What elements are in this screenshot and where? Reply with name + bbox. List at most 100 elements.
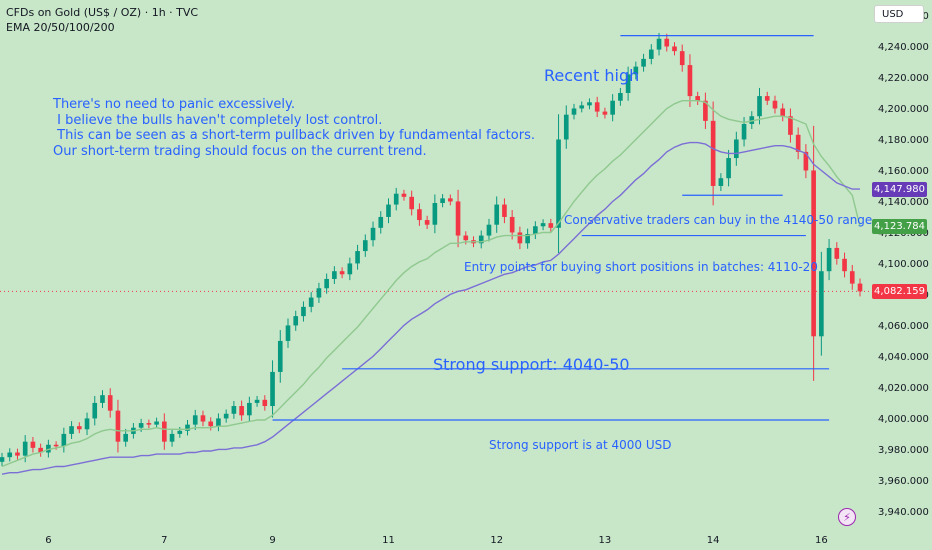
candle-body xyxy=(115,410,121,442)
candle-body xyxy=(138,423,144,428)
candle-body xyxy=(432,203,438,225)
currency-button[interactable]: USD xyxy=(874,5,924,23)
candle-body xyxy=(548,223,554,228)
candle-body xyxy=(53,444,59,447)
entry-label: Entry points for buying short positions … xyxy=(464,260,818,274)
candle-body xyxy=(780,108,786,117)
candle-body xyxy=(69,426,74,434)
candle-body xyxy=(262,399,268,407)
candle-body xyxy=(525,234,530,244)
price-tick-label: 4,020.000 xyxy=(878,383,929,394)
conservative-label: Conservative traders can buy in the 4140… xyxy=(564,213,877,227)
candle-body xyxy=(571,108,577,115)
time-tick-label: 12 xyxy=(490,535,503,546)
candle-body xyxy=(185,424,190,431)
candle-body xyxy=(231,406,237,414)
candle-body xyxy=(76,426,82,430)
candle-body xyxy=(15,452,20,456)
price-axis[interactable]: 4,260.0004,240.0004,220.0004,200.0004,18… xyxy=(878,11,929,518)
support-4000-label: Strong support is at 4000 USD xyxy=(489,438,672,452)
candle-body xyxy=(378,216,384,228)
candle-body xyxy=(146,423,152,425)
candle-body xyxy=(285,325,291,341)
candle-body xyxy=(764,96,770,101)
time-tick-label: 13 xyxy=(599,535,612,546)
candle-body xyxy=(648,49,654,59)
price-tick-label: 3,960.000 xyxy=(878,476,929,487)
candle-body xyxy=(463,235,469,241)
candle-body xyxy=(30,441,36,448)
commentary-line: This can be seen as a short-term pullbac… xyxy=(53,128,535,143)
candle-body xyxy=(301,306,306,317)
candle-body xyxy=(486,224,492,236)
time-tick-label: 16 xyxy=(815,535,828,546)
candle-body xyxy=(826,247,832,272)
candle-body xyxy=(316,288,322,298)
candle-body xyxy=(679,51,685,66)
candle-body xyxy=(239,406,244,416)
candle-body xyxy=(216,418,221,427)
candle-body xyxy=(107,395,113,411)
indicator-title: EMA 20/50/100/200 xyxy=(6,21,115,34)
candle-body xyxy=(409,196,414,210)
candle-body xyxy=(200,415,206,422)
time-tick-label: 7 xyxy=(161,535,167,546)
candle-body xyxy=(154,421,159,425)
candle-body xyxy=(672,46,677,52)
candle-body xyxy=(594,102,600,112)
candle-body xyxy=(502,204,507,217)
time-tick-label: 14 xyxy=(707,535,720,546)
time-tick-label: 11 xyxy=(382,535,395,546)
candle-body xyxy=(602,111,608,115)
candle-body xyxy=(556,139,561,228)
candle-body xyxy=(347,263,353,275)
candle-body xyxy=(169,433,175,442)
candle-body xyxy=(726,158,731,179)
candle-body xyxy=(587,102,592,106)
commentary-line: Our short-term trading should focus on t… xyxy=(53,143,427,159)
ema20-line xyxy=(1,99,861,468)
candle-body xyxy=(849,271,855,284)
candle-body xyxy=(834,247,840,259)
candle-body xyxy=(633,66,639,75)
candle-body xyxy=(803,151,809,171)
candle-body xyxy=(718,178,724,186)
commentary-block: There's no need to panic excessively. I … xyxy=(53,97,535,159)
candle-body xyxy=(819,271,824,337)
candle-body xyxy=(61,433,67,447)
candle-body xyxy=(100,395,105,403)
candle-body xyxy=(517,232,523,244)
candle-body xyxy=(811,170,816,337)
recent-high-label: Recent high xyxy=(544,66,640,85)
candle-body xyxy=(355,251,360,264)
candle-body xyxy=(857,283,863,292)
commentary-line: I believe the bulls haven't completely l… xyxy=(53,112,383,128)
price-tick-label: 4,160.000 xyxy=(878,166,929,177)
candle-body xyxy=(92,402,98,419)
candle-body xyxy=(509,216,515,233)
candle-body xyxy=(610,100,615,115)
candle-body xyxy=(22,441,28,456)
candle-body xyxy=(625,74,631,93)
candle-body xyxy=(788,116,793,135)
candle-body xyxy=(664,38,670,47)
candle-body xyxy=(177,430,183,434)
time-tick-label: 6 xyxy=(45,535,51,546)
lightning-icon[interactable]: ⚡ xyxy=(838,508,856,526)
candles-layer xyxy=(0,32,863,467)
candle-body xyxy=(533,226,538,235)
levels-layer xyxy=(272,35,830,421)
price-tick-label: 4,100.000 xyxy=(878,259,929,270)
price-tick-label: 4,000.000 xyxy=(878,414,929,425)
commentary-line: There's no need to panic excessively. xyxy=(53,97,296,112)
candle-body xyxy=(695,96,700,101)
candle-body xyxy=(339,271,345,275)
candle-body xyxy=(223,413,229,419)
price-tick-label: 4,220.000 xyxy=(878,73,929,84)
candle-body xyxy=(749,116,755,124)
time-axis[interactable]: 6 7 9 11 12 13 14 16 xyxy=(45,535,828,546)
candle-body xyxy=(247,402,252,416)
candle-body xyxy=(563,114,569,140)
